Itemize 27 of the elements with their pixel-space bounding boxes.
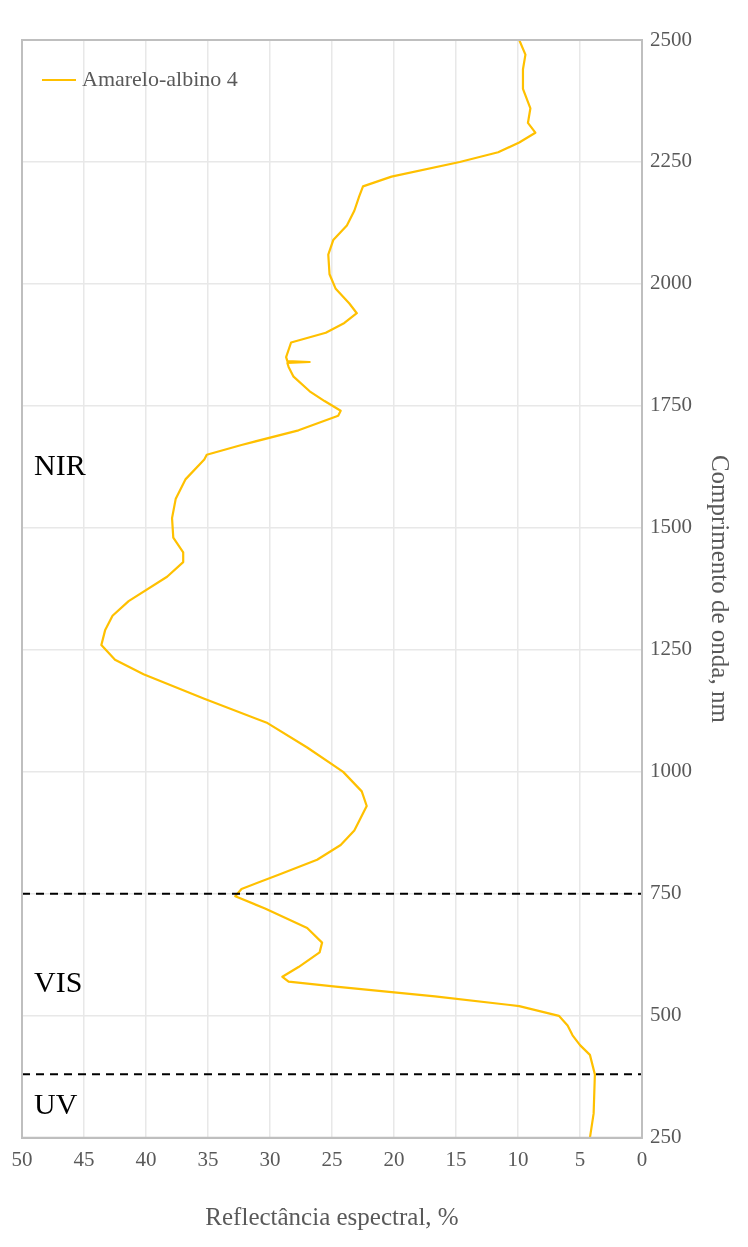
x-tick-label: 0 (636, 1146, 648, 1171)
y-tick-label: 1500 (650, 514, 692, 539)
x-tick-label: 20 (383, 1146, 405, 1171)
x-tick-label: 30 (259, 1146, 281, 1171)
x-tick-label: 35 (197, 1146, 219, 1171)
y-tick-label: 2000 (650, 270, 692, 295)
x-tick-label: 10 (507, 1146, 529, 1171)
x-tick-label: 40 (135, 1146, 157, 1171)
x-tick-label: 15 (445, 1146, 467, 1171)
y-tick-label: 2250 (650, 148, 692, 173)
legend-label: Amarelo-albino 4 (82, 65, 238, 91)
y-tick-label: 2500 (650, 26, 692, 51)
x-tick-label: 45 (73, 1146, 95, 1171)
y-tick-label: 750 (650, 880, 682, 905)
annotation: UV (34, 1086, 78, 1120)
x-tick-label: 50 (11, 1146, 33, 1171)
y-tick-label: 250 (650, 1124, 682, 1149)
y-axis-title: Comprimento de onda, nm (707, 454, 735, 724)
annotation: VIS (34, 964, 83, 998)
y-tick-label: 500 (650, 1002, 682, 1027)
y-tick-label: 1750 (650, 392, 692, 417)
annotation: NIR (34, 447, 86, 481)
x-tick-label: 25 (321, 1146, 343, 1171)
y-tick-label: 1250 (650, 636, 692, 661)
x-tick-label: 5 (574, 1146, 586, 1171)
x-axis-title: Reflectância espectral, % (205, 1202, 459, 1230)
y-tick-label: 1000 (650, 758, 692, 783)
